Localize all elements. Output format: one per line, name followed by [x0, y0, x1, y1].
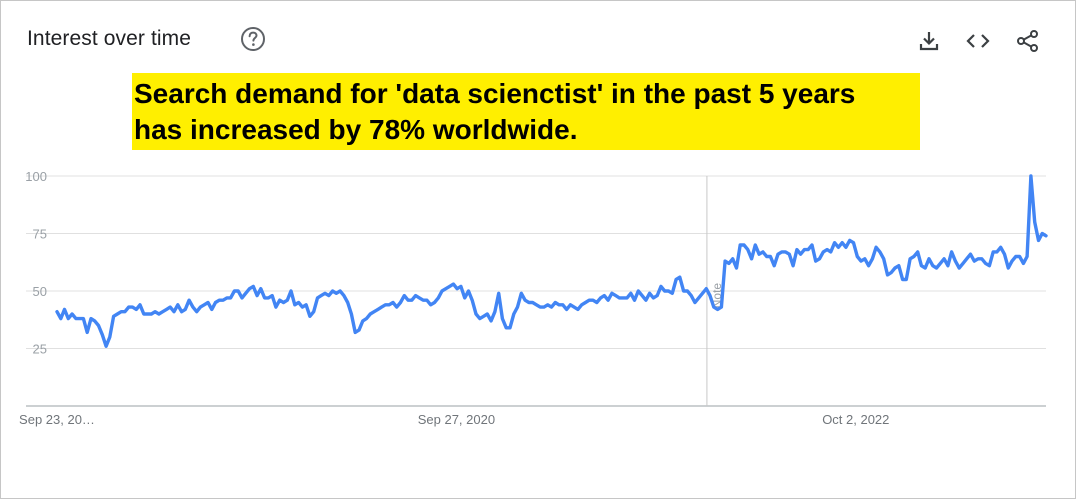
y-tick-label: 100: [25, 169, 47, 184]
help-circle-icon[interactable]: [240, 26, 266, 52]
download-icon[interactable]: [916, 28, 942, 54]
x-tick-label: Sep 23, 20…: [19, 412, 95, 427]
card-title: Interest over time: [27, 27, 192, 50]
x-tick-label: Oct 2, 2022: [822, 412, 889, 427]
headline-banner: Search demand for 'data scienctist' in t…: [132, 73, 920, 150]
embed-code-icon[interactable]: [965, 28, 991, 54]
headline-line-2: has increased by 78% worldwide.: [134, 114, 578, 145]
share-icon[interactable]: [1015, 28, 1041, 54]
x-tick-label: Sep 27, 2020: [418, 412, 495, 427]
y-tick-label: 25: [33, 342, 47, 357]
series-line: [55, 174, 1048, 348]
headline-line-1: Search demand for 'data scienctist' in t…: [134, 78, 856, 109]
y-tick-label: 50: [33, 284, 47, 299]
y-tick-label: 75: [33, 227, 47, 242]
